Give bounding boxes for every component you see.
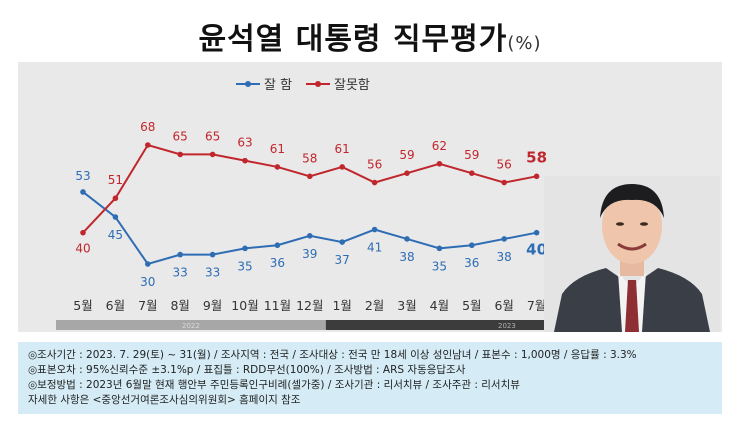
title-text: 윤석열 대통령 직무평가: [198, 22, 508, 57]
note-line: ◎표본오차 : 95%신뢰수준 ±3.1%p / 표집틀 : RDD무선(100…: [28, 364, 466, 376]
year-band-label: 2022: [182, 322, 200, 330]
data-label: 58: [526, 148, 547, 166]
x-tick-label: 5월: [73, 298, 92, 313]
data-label: 35: [237, 259, 252, 273]
data-label: 63: [237, 136, 252, 150]
legend-swatch-marker: [245, 81, 251, 87]
x-tick-label: 1월: [332, 298, 351, 313]
data-point: [145, 142, 151, 148]
data-point: [533, 173, 540, 180]
x-tick-label: 10월: [231, 298, 258, 313]
data-label: 61: [270, 142, 285, 156]
data-point: [274, 242, 281, 249]
survey-notes: ◎조사기간 : 2023. 7. 29(토) ~ 31(월) / 조사지역 : …: [18, 342, 722, 414]
data-label: 38: [399, 250, 414, 264]
data-point: [404, 236, 410, 242]
data-label: 65: [205, 129, 220, 143]
data-point: [404, 170, 410, 176]
data-label: 40: [526, 241, 547, 259]
data-label: 38: [497, 250, 512, 264]
data-point: [112, 195, 119, 202]
x-tick-label: 11월: [264, 298, 291, 313]
data-label: 65: [173, 129, 188, 143]
x-tick-label: 6월: [494, 298, 513, 313]
note-line: 자세한 사항은 <중앙선거여론조사심의위원회> 홈페이지 참조: [28, 394, 301, 406]
data-label: 59: [399, 148, 414, 162]
year-band-2022: [56, 320, 326, 330]
data-point: [242, 157, 248, 164]
data-label: 36: [270, 256, 285, 270]
legend-swatch-marker: [315, 81, 321, 87]
line-chart: 잘 함 잘못함 53 45 30 33 33 35 36 39 37 41 38 35 36 38 40 40 51…: [56, 78, 688, 330]
data-label: 39: [302, 247, 317, 261]
data-label: 33: [205, 266, 220, 280]
title-unit: (%): [507, 33, 542, 54]
data-label: 37: [335, 253, 350, 267]
data-point: [242, 245, 248, 252]
data-point: [371, 179, 378, 186]
data-point: [177, 151, 183, 158]
data-point: [469, 242, 475, 249]
data-point: [307, 233, 313, 239]
data-label: 53: [75, 169, 90, 183]
legend-label: 잘못함: [334, 78, 370, 93]
data-point: [339, 164, 346, 170]
data-point: [209, 151, 216, 158]
page-title: 윤석열 대통령 직무평가(%): [0, 14, 740, 58]
data-label: 33: [173, 266, 188, 280]
data-label: 40: [75, 242, 90, 256]
data-point: [501, 236, 508, 242]
data-point: [209, 251, 216, 258]
data-label: 62: [432, 139, 447, 153]
data-point: [533, 229, 540, 236]
x-tick-label: 7월: [527, 298, 546, 313]
data-point: [339, 239, 346, 245]
data-point: [145, 261, 151, 267]
data-label: 61: [335, 142, 350, 156]
data-label: 35: [432, 259, 447, 273]
data-label: 30: [140, 275, 155, 289]
data-label: 45: [108, 228, 123, 242]
data-point: [307, 173, 313, 180]
year-band-2023: [325, 320, 688, 330]
data-point: [371, 226, 378, 233]
note-line: ◎보정방법 : 2023년 6월말 현재 행안부 주민등록인구비례(셀가중) /…: [28, 379, 520, 391]
x-tick-label: 9월: [203, 298, 222, 313]
x-tick-label: 6월: [106, 298, 125, 313]
data-point: [80, 229, 86, 236]
data-point: [112, 214, 119, 220]
data-point: [177, 251, 183, 258]
data-label: 59: [464, 148, 479, 162]
year-band-label: 2023: [498, 322, 516, 330]
x-tick-label: 4월: [430, 298, 449, 313]
data-label: 58: [302, 151, 317, 165]
x-tick-label: 12월: [296, 298, 323, 313]
data-point: [501, 179, 508, 186]
x-tick-label: 3월: [397, 298, 416, 313]
x-tick-label: 2월: [365, 298, 384, 313]
president-photo: [544, 176, 720, 332]
data-point: [469, 170, 475, 176]
data-point: [436, 245, 443, 252]
data-label: 51: [108, 173, 123, 187]
data-label: 41: [367, 241, 382, 255]
x-tick-label: 5월: [462, 298, 481, 313]
x-tick-label: 7월: [138, 298, 157, 313]
data-point: [274, 164, 281, 170]
data-point: [80, 189, 86, 195]
note-line: ◎조사기간 : 2023. 7. 29(토) ~ 31(월) / 조사지역 : …: [28, 349, 637, 361]
data-point: [436, 160, 443, 167]
data-label: 68: [140, 120, 155, 134]
data-label: 56: [367, 158, 382, 172]
x-tick-label: 8월: [170, 298, 189, 313]
data-label: 36: [464, 256, 479, 270]
data-label: 56: [497, 158, 512, 172]
legend-label: 잘 함: [264, 78, 292, 93]
